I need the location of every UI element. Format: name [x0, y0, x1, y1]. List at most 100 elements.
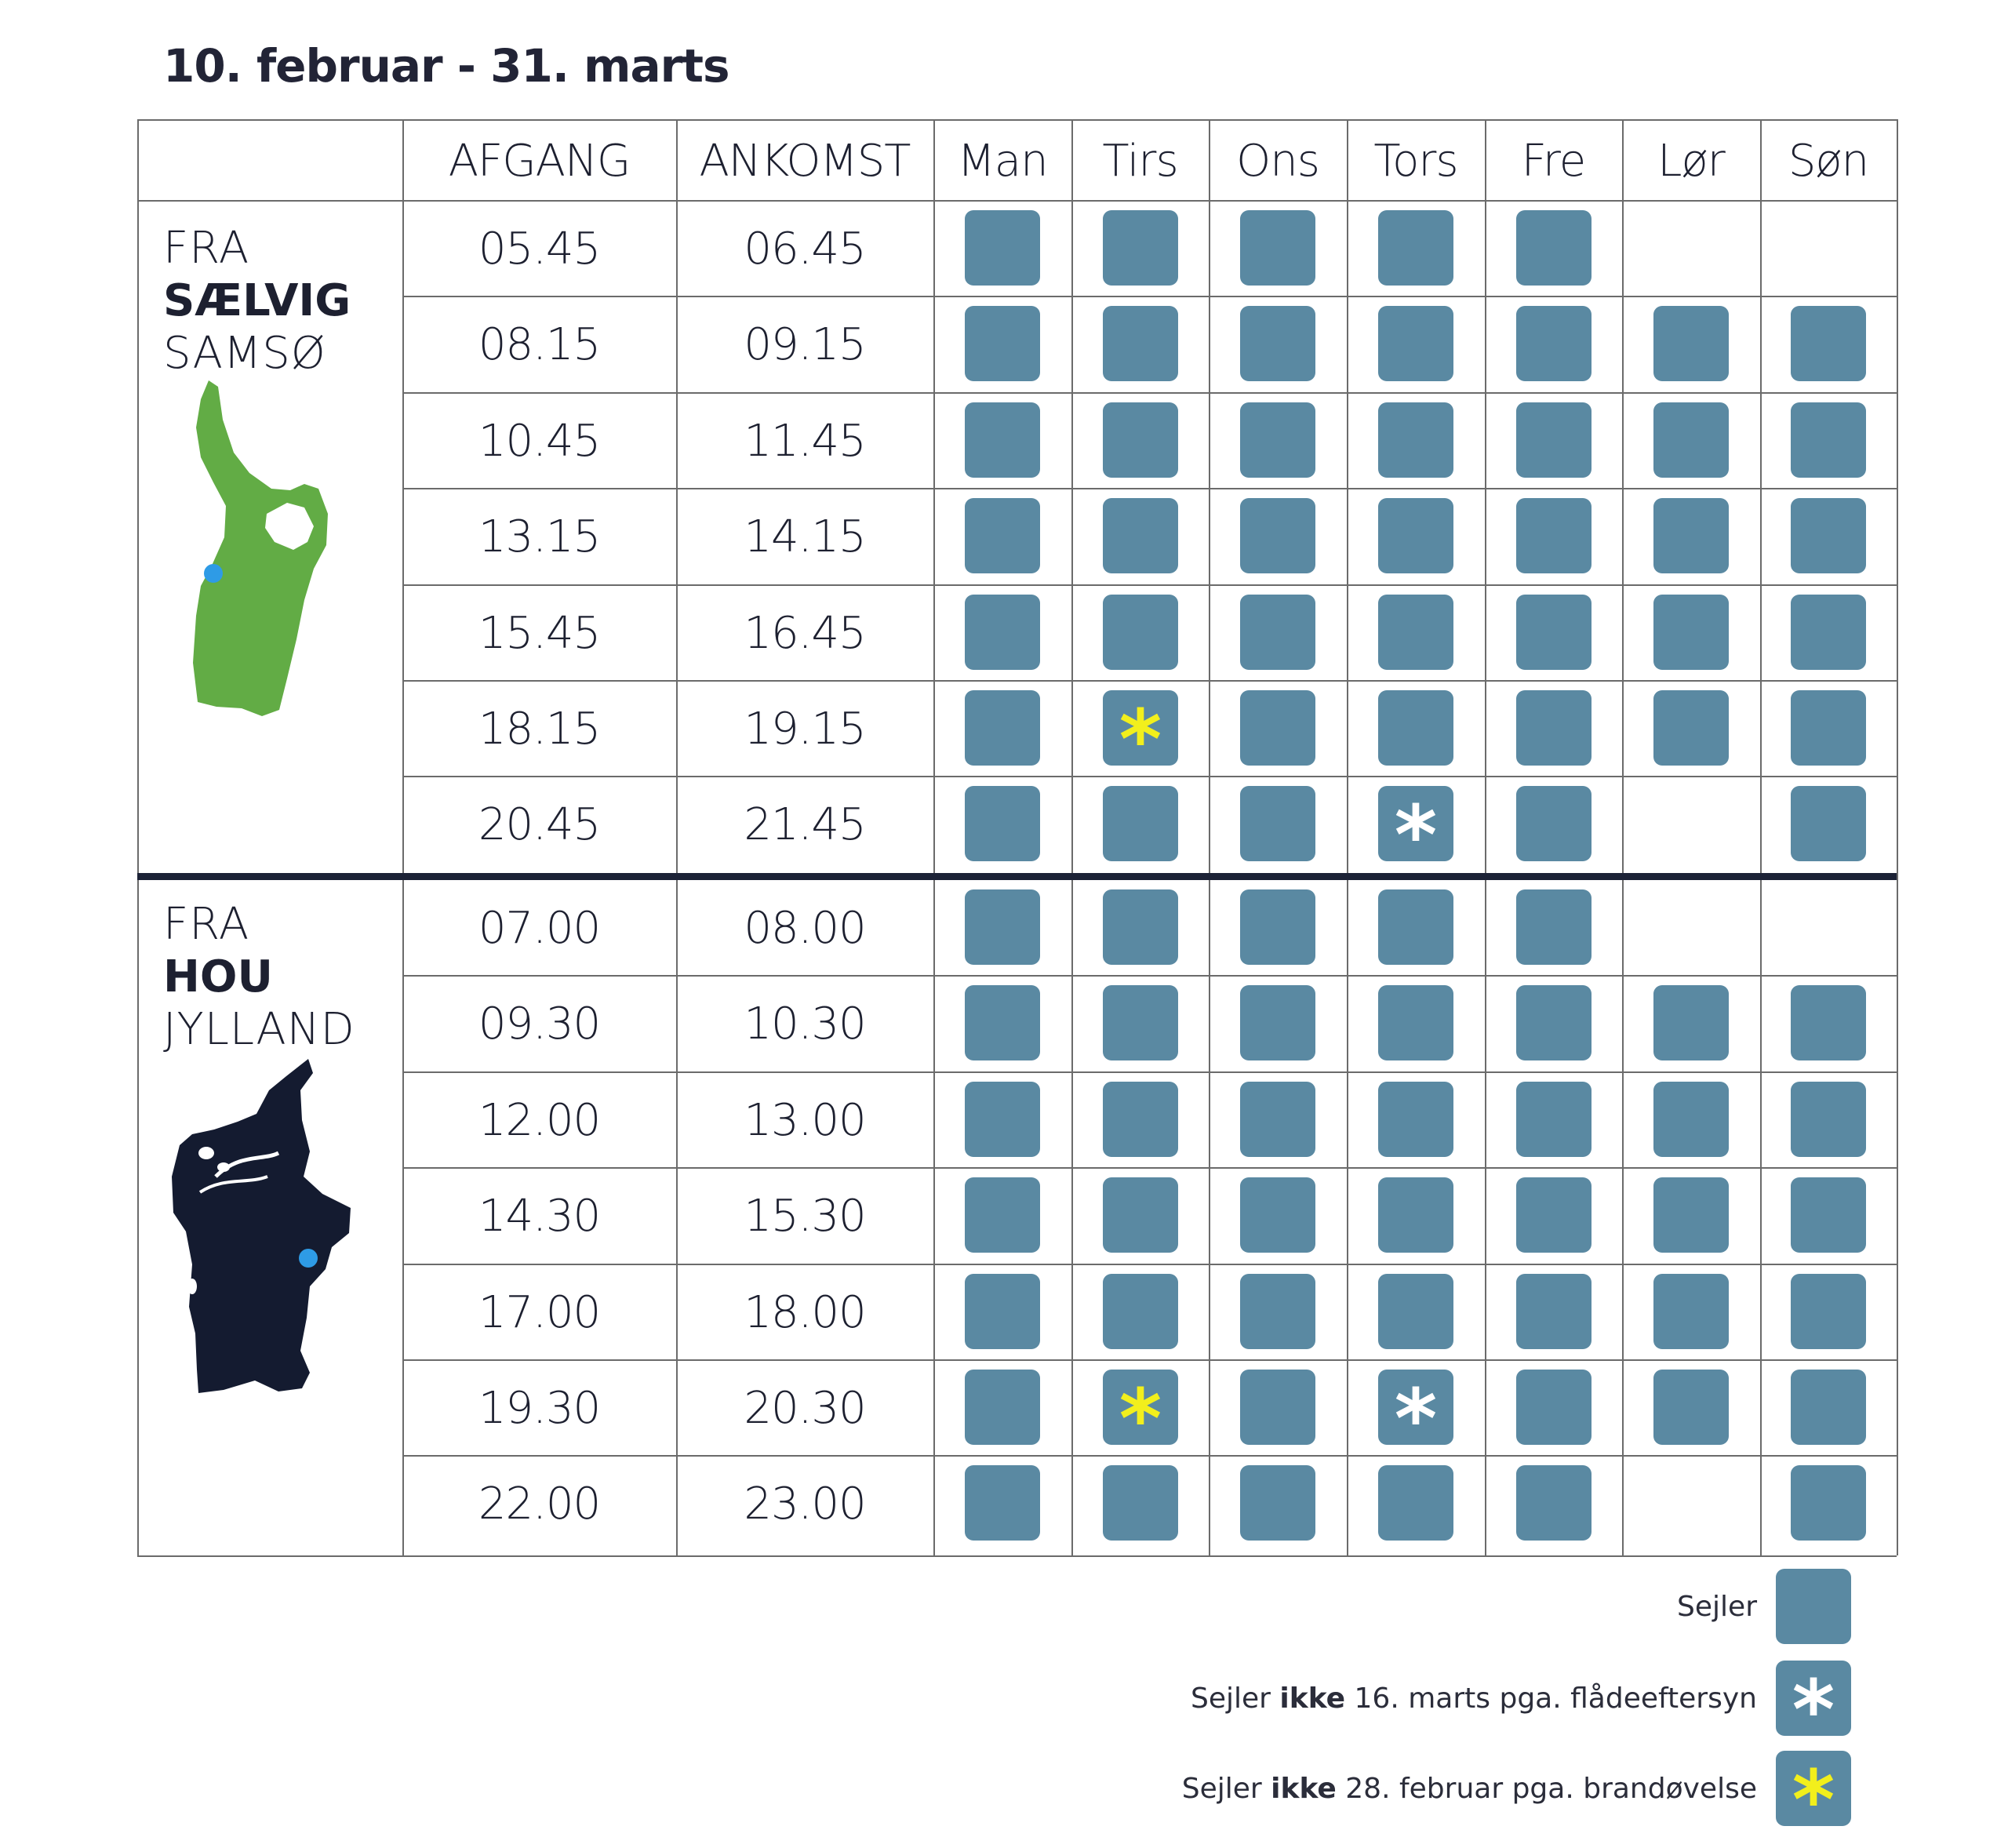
afgang-time: 18.15: [478, 703, 601, 755]
departure-cell: [1378, 498, 1453, 573]
departure-cell: [1516, 595, 1591, 670]
afgang-time: 12.00: [478, 1094, 601, 1146]
departure-cell: [965, 1465, 1040, 1541]
grid-hline: [137, 200, 1897, 202]
departure-cell: [1240, 210, 1315, 286]
departure-cell: [965, 210, 1040, 286]
ankomst-time: 14.15: [744, 511, 866, 562]
departure-cell: [965, 1177, 1040, 1253]
departure-cell: [1516, 498, 1591, 573]
grid-vline: [1347, 119, 1348, 1555]
afgang-time: 15.45: [478, 607, 601, 659]
departure-cell: [1516, 1177, 1591, 1253]
grid-hline: [137, 1555, 1897, 1557]
departure-cell: [1653, 306, 1729, 381]
departure-cell: [1516, 402, 1591, 478]
departure-cell: [1240, 786, 1315, 861]
departure-cell: [1378, 1465, 1453, 1541]
departure-cell: [1240, 985, 1315, 1060]
white-asterisk-icon: *: [1792, 1662, 1835, 1758]
grid-hline: [402, 1359, 1897, 1361]
departure-cell: [1516, 985, 1591, 1060]
grid-vline: [1071, 119, 1073, 1555]
afgang-time: 22.00: [478, 1478, 601, 1530]
grid-hline: [402, 1167, 1897, 1169]
departure-cell: [1240, 690, 1315, 766]
departure-cell: [1791, 595, 1866, 670]
header-day: Man: [957, 135, 1048, 187]
departure-cell: *: [1103, 690, 1178, 780]
departure-cell: [1240, 1177, 1315, 1253]
departure-cell: [1653, 1370, 1729, 1445]
section-divider: [137, 873, 1897, 880]
departure-cell: [1516, 786, 1591, 861]
grid-vline: [137, 119, 139, 1555]
legend-brandoevelse: Sejler ikke 28. februar pga. brandøvelse…: [1182, 1751, 1851, 1841]
departure-cell: [1516, 306, 1591, 381]
departure-cell: [1516, 889, 1591, 965]
departure-cell: *: [1378, 1370, 1453, 1460]
grid-hline: [402, 296, 1897, 297]
departure-cell: [965, 690, 1040, 766]
departure-cell: [1378, 402, 1453, 478]
departure-cell: [1378, 889, 1453, 965]
afgang-time: 10.45: [478, 415, 601, 467]
grid-hline: [402, 1264, 1897, 1265]
departure-cell: [1103, 595, 1178, 670]
departure-cell: [1653, 1274, 1729, 1349]
departure-cell: [1103, 210, 1178, 286]
afgang-time: 09.30: [478, 998, 601, 1050]
departure-cell: [1378, 1082, 1453, 1157]
departure-cell: [1240, 1465, 1315, 1541]
departure-cell: [1516, 1370, 1591, 1445]
station-port: HOU: [163, 951, 273, 1002]
grid-hline: [402, 680, 1897, 682]
legend-flaadeeftersyn-swatch: *: [1776, 1661, 1851, 1751]
departure-cell: *: [1103, 1370, 1178, 1460]
departure-cell: [1240, 498, 1315, 573]
yellow-asterisk-icon: *: [1119, 692, 1162, 788]
ankomst-time: 23.00: [744, 1478, 866, 1530]
ankomst-time: 20.30: [744, 1382, 866, 1434]
departure-cell: [965, 402, 1040, 478]
departure-cell: [1516, 1465, 1591, 1541]
departure-cell: *: [1378, 786, 1453, 876]
grid-vline: [1622, 119, 1624, 1555]
departure-cell: [1240, 889, 1315, 965]
departure-cell: [965, 1274, 1040, 1349]
departure-cell: [1378, 985, 1453, 1060]
departure-cell: [965, 889, 1040, 965]
samso-map-icon: [193, 380, 328, 716]
grid-vline: [1209, 119, 1210, 1555]
grid-hline: [402, 1455, 1897, 1457]
departure-cell: [1791, 1465, 1866, 1541]
grid-vline: [1760, 119, 1762, 1555]
ankomst-time: 16.45: [744, 607, 866, 659]
departure-cell: [965, 306, 1040, 381]
header-day: Fre: [1521, 135, 1586, 187]
ankomst-time: 18.00: [744, 1286, 866, 1338]
departure-cell: [1791, 306, 1866, 381]
ankomst-time: 06.45: [744, 223, 866, 275]
ankomst-time: 21.45: [744, 798, 866, 850]
header-day: Tirs: [1102, 135, 1178, 187]
afgang-time: 07.00: [478, 902, 601, 954]
header-day: Ons: [1236, 135, 1320, 187]
header-afgang: AFGANG: [448, 135, 631, 187]
departure-cell: [965, 786, 1040, 861]
departure-cell: [1240, 306, 1315, 381]
afgang-time: 20.45: [478, 798, 601, 850]
departure-cell: [1378, 1274, 1453, 1349]
ankomst-time: 10.30: [744, 998, 866, 1050]
legend-flaadeeftersyn-label: Sejler ikke 16. marts pga. flådeeftersyn: [1191, 1682, 1757, 1715]
header-day: Lør: [1657, 135, 1725, 187]
grid-hline: [137, 119, 1897, 121]
station-label-hou: FRA HOU JYLLAND: [163, 898, 355, 1056]
departure-cell: [965, 985, 1040, 1060]
departure-cell: [1653, 595, 1729, 670]
station-from: FRA: [163, 223, 250, 274]
departure-cell: [1653, 1177, 1729, 1253]
departure-cell: [1378, 210, 1453, 286]
departure-cell: [1240, 595, 1315, 670]
